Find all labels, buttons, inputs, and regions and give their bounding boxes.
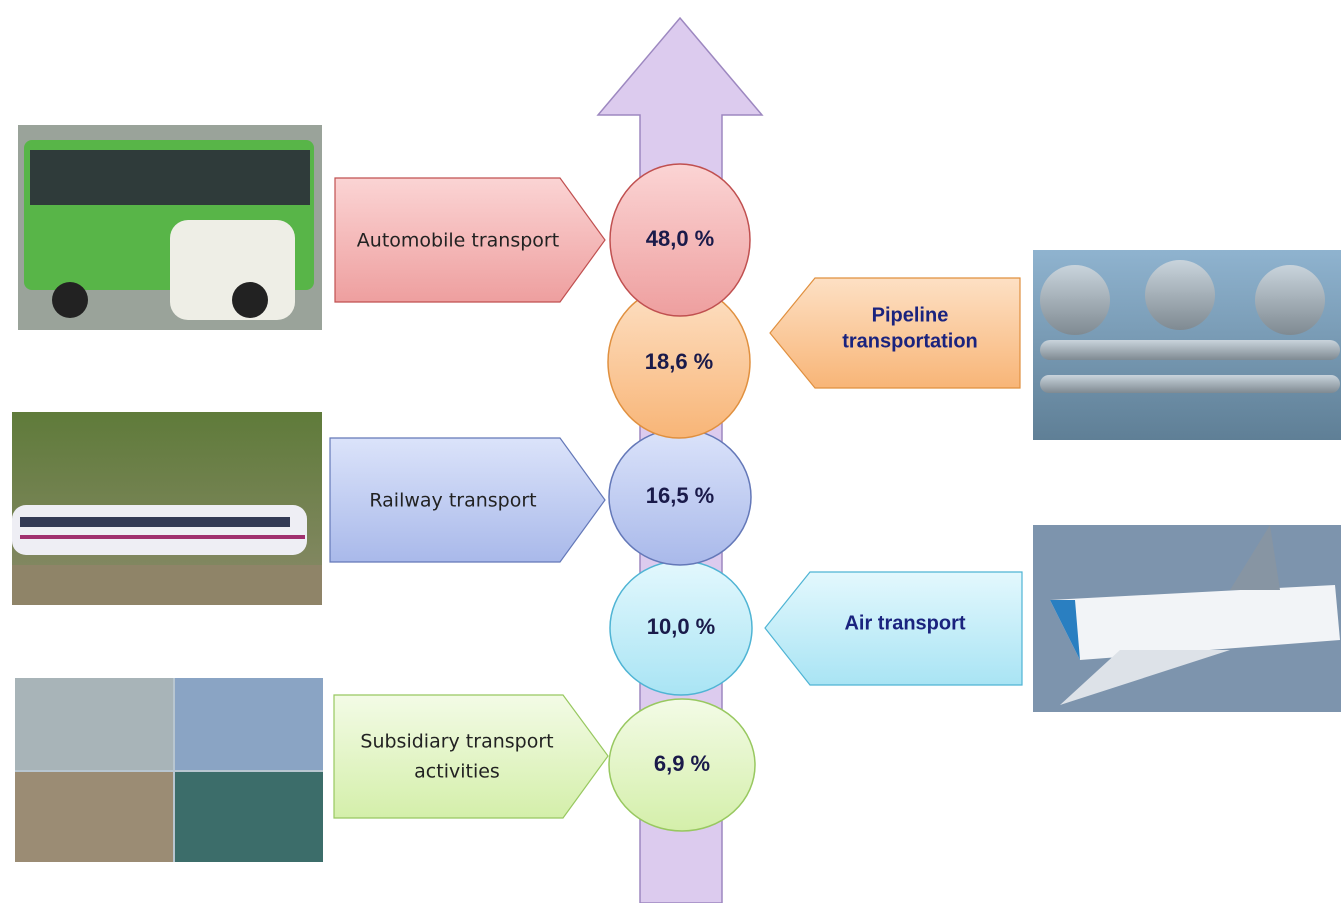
share-value: 10,0 % [647, 614, 716, 639]
label: Railway transport [369, 490, 536, 512]
label: transportation [842, 330, 978, 352]
share-value: 48,0 % [646, 226, 715, 251]
photo-logistics [15, 678, 323, 862]
label: Automobile transport [357, 230, 559, 252]
pointer-subsidiary [334, 695, 608, 818]
photo-train [12, 412, 322, 605]
label: Pipeline [872, 304, 949, 326]
share-value: 6,9 % [654, 751, 710, 776]
label: Air transport [844, 612, 965, 634]
photo-airplane [1033, 525, 1341, 712]
photo-pipeline [1033, 250, 1341, 440]
label: Subsidiary transport [360, 731, 553, 753]
photo-bus [18, 125, 322, 330]
label: activities [414, 761, 500, 783]
share-value: 18,6 % [645, 349, 714, 374]
diagram: Automobile transport Pipeline transporta… [0, 0, 1341, 903]
share-value: 16,5 % [646, 483, 715, 508]
